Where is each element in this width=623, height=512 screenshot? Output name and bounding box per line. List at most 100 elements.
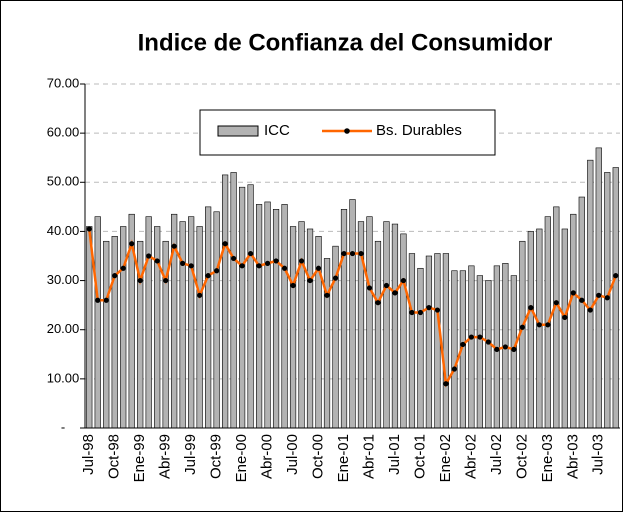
- line-marker: [188, 263, 194, 269]
- line-marker: [290, 282, 296, 289]
- bar: [272, 209, 280, 429]
- x-tick-label: Abr-99: [157, 434, 174, 479]
- x-tick-label: Jul-02: [488, 434, 505, 475]
- line-marker: [460, 341, 466, 348]
- line-marker: [95, 297, 101, 303]
- bar: [340, 209, 348, 429]
- line-marker: [477, 334, 483, 340]
- line-marker: [231, 255, 237, 262]
- y-tick-label: 70.00: [47, 75, 80, 90]
- chart-title: Indice de Confianza del Consumidor: [138, 29, 553, 56]
- bar: [595, 147, 602, 429]
- line-marker: [383, 282, 390, 289]
- bar: [349, 199, 356, 429]
- bar: [366, 216, 373, 429]
- line-marker: [222, 241, 228, 247]
- x-tick-label: Jul-03: [590, 434, 607, 475]
- bar: [587, 159, 594, 429]
- line-marker: [562, 314, 568, 321]
- line-marker: [180, 260, 186, 266]
- line-marker: [451, 366, 458, 372]
- line-marker: [485, 339, 491, 345]
- line-marker: [528, 305, 534, 311]
- x-tick-label: Jul-01: [386, 434, 403, 475]
- bar: [222, 174, 229, 429]
- y-tick-label: -: [61, 419, 65, 434]
- line-marker: [264, 260, 271, 266]
- x-tick-label: Jul-99: [182, 434, 199, 475]
- line-marker: [332, 275, 339, 281]
- bar: [103, 240, 110, 429]
- bar: [145, 216, 152, 429]
- y-tick-label: 50.00: [47, 174, 80, 189]
- bar: [247, 184, 254, 429]
- bar: [255, 204, 263, 429]
- legend-label: Bs. Durables: [376, 122, 462, 139]
- line-marker: [511, 346, 517, 352]
- bar: [561, 228, 568, 429]
- bar: [434, 253, 441, 429]
- line-marker: [545, 322, 551, 328]
- x-tick-label: Oct-98: [106, 434, 123, 479]
- bar: [468, 265, 475, 429]
- line-marker: [171, 243, 177, 249]
- x-tick-label: Oct-99: [208, 434, 225, 479]
- bar: [400, 233, 407, 429]
- x-tick-label: Ene-99: [131, 434, 148, 482]
- line-marker: [273, 258, 279, 264]
- y-tick-label: 40.00: [47, 223, 80, 238]
- bar: [527, 231, 534, 429]
- line-marker: [154, 258, 160, 264]
- bar: [213, 211, 220, 429]
- bar: [315, 236, 322, 429]
- line-marker: [112, 273, 118, 279]
- bar: [154, 226, 161, 429]
- bar: [451, 270, 458, 429]
- line-marker: [214, 268, 220, 274]
- bar: [578, 196, 585, 429]
- bar: [86, 226, 93, 429]
- line-marker: [392, 290, 398, 296]
- bar: [570, 213, 577, 429]
- line-marker: [239, 263, 245, 269]
- x-tick-label: Abr-00: [259, 434, 276, 479]
- bar: [417, 267, 424, 429]
- bar: [196, 226, 203, 429]
- x-tick-label: Ene-03: [539, 434, 556, 482]
- line-marker: [146, 253, 152, 259]
- line-marker: [137, 277, 143, 284]
- bar: [230, 172, 237, 429]
- bar: [281, 204, 288, 429]
- bar: [188, 216, 195, 429]
- line-marker: [502, 344, 508, 350]
- line-marker: [426, 305, 432, 311]
- x-tick-label: Ene-01: [335, 434, 352, 482]
- line-marker: [341, 250, 347, 257]
- x-tick-label: Oct-00: [310, 434, 327, 479]
- line-marker: [443, 381, 449, 387]
- line-marker: [197, 292, 203, 298]
- bar: [239, 186, 246, 429]
- line-marker: [86, 226, 92, 232]
- line-marker: [358, 250, 364, 257]
- y-tick-label: 20.00: [47, 321, 80, 336]
- bar: [553, 206, 560, 429]
- line-marker: [417, 309, 424, 316]
- line-marker: [536, 322, 542, 328]
- line-marker: [307, 277, 313, 284]
- bar: [425, 255, 433, 429]
- bar: [120, 226, 127, 429]
- line-marker: [324, 292, 330, 298]
- line-marker: [596, 292, 602, 298]
- bar: [442, 253, 450, 429]
- line-marker: [120, 265, 126, 271]
- line-marker: [579, 297, 585, 303]
- legend-marker: [344, 128, 350, 134]
- x-tick-label: Jul-98: [80, 434, 97, 475]
- line-marker: [553, 300, 559, 306]
- x-tick-label: Abr-01: [360, 434, 377, 479]
- legend-label: ICC: [264, 122, 290, 139]
- bar: [179, 221, 186, 429]
- y-tick-label: 60.00: [47, 125, 80, 140]
- line-marker: [434, 307, 441, 313]
